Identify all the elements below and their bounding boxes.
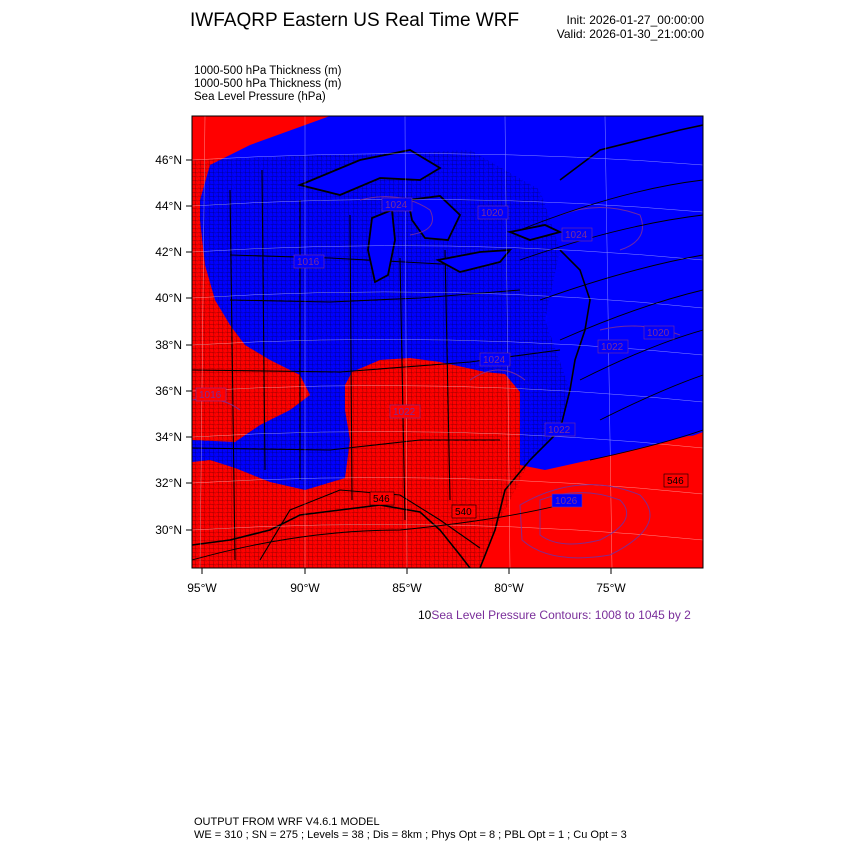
lat-label: 46°N <box>155 153 182 167</box>
footer-model: OUTPUT FROM WRF V4.6.1 MODEL <box>194 816 380 828</box>
contour-info-prefix: 10 <box>418 608 432 622</box>
lat-label: 34°N <box>155 430 182 444</box>
lon-label: 85°W <box>392 581 422 595</box>
slp-label: 1020 <box>647 328 670 339</box>
slp-label: 1026 <box>555 496 578 507</box>
lon-label: 95°W <box>187 581 217 595</box>
lat-label: 32°N <box>155 476 182 490</box>
field-label-slp: Sea Level Pressure (hPa) <box>194 91 326 103</box>
slp-label: 1016 <box>297 257 320 268</box>
lat-label: 38°N <box>155 338 182 352</box>
contour-info: 10Sea Level Pressure Contours: 1008 to 1… <box>418 608 691 622</box>
contour-info-text: Sea Level Pressure Contours: 1008 to 104… <box>431 608 691 622</box>
lat-label: 42°N <box>155 245 182 259</box>
lon-label: 90°W <box>290 581 320 595</box>
slp-label: 1022 <box>601 342 624 353</box>
valid-time: Valid: 2026-01-30_21:00:00 <box>556 27 704 41</box>
thickness-label: 540 <box>455 507 472 518</box>
lat-label: 36°N <box>155 384 182 398</box>
slp-label: 1024 <box>483 355 506 366</box>
footer-config: WE = 310 ; SN = 275 ; Levels = 38 ; Dis … <box>194 829 627 841</box>
map-frame <box>191 115 704 569</box>
init-time: Init: 2026-01-27_00:00:00 <box>566 13 704 27</box>
lon-label: 75°W <box>596 581 626 595</box>
slp-label: 1024 <box>385 200 408 211</box>
lat-label: 44°N <box>155 199 182 213</box>
thickness-label: 546 <box>667 476 684 487</box>
warm-pocket-north <box>192 116 330 240</box>
lat-label: 30°N <box>155 523 182 537</box>
slp-label: 1022 <box>393 407 416 418</box>
slp-label: 1020 <box>481 208 504 219</box>
lat-label: 40°N <box>155 291 182 305</box>
lon-label: 80°W <box>494 581 524 595</box>
slp-label: 1022 <box>548 425 571 436</box>
field-label-thickness-2: 1000-500 hPa Thickness (m) <box>194 78 342 90</box>
warm-ocean <box>495 432 703 568</box>
plot-title: IWFAQRP Eastern US Real Time WRF <box>190 10 520 31</box>
slp-label: 1024 <box>565 230 588 241</box>
thickness-label: 546 <box>373 494 390 505</box>
slp-label: 1016 <box>199 390 222 401</box>
field-label-thickness-1: 1000-500 hPa Thickness (m) <box>194 65 342 77</box>
